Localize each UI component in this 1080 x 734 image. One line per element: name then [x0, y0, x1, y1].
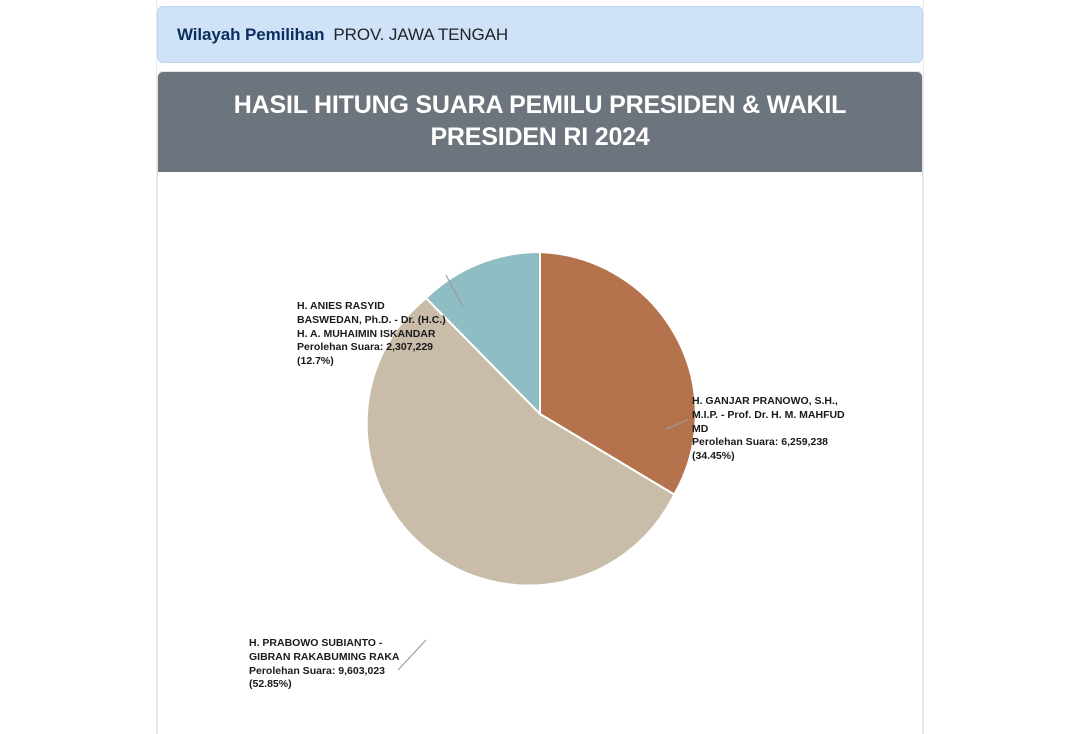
container-right-rule [923, 0, 924, 734]
pie-slice-anies[interactable] [424, 250, 541, 417]
region-banner-value: PROV. JAWA TENGAH [333, 24, 509, 44]
pie-chart-svg [365, 250, 697, 671]
pie-label-anies: H. ANIES RASYID BASWEDAN, Ph.D. - Dr. (H… [297, 300, 446, 368]
results-card: HASIL HITUNG SUARA PEMILU PRESIDEN & WAK… [157, 71, 923, 734]
page-title: HASIL HITUNG SUARA PEMILU PRESIDEN & WAK… [233, 91, 847, 151]
results-card-header: HASIL HITUNG SUARA PEMILU PRESIDEN & WAK… [158, 72, 922, 172]
region-banner-label: Wilayah Pemilihan [177, 24, 325, 44]
pie-label-ganjar: H. GANJAR PRANOWO, S.H., M.I.P. - Prof. … [692, 395, 845, 463]
leader-line-ganjar [665, 419, 689, 430]
leader-line-prabowo [397, 639, 427, 671]
pie-slice-ganjar[interactable] [539, 250, 697, 496]
pie-chart-area: H. ANIES RASYID BASWEDAN, Ph.D. - Dr. (H… [158, 172, 922, 690]
pie-slice-prabowo[interactable] [365, 296, 676, 587]
pie-label-prabowo: H. PRABOWO SUBIANTO - GIBRAN RAKABUMING … [249, 637, 400, 691]
region-banner: Wilayah Pemilihan PROV. JAWA TENGAH [157, 6, 923, 63]
container-left-rule [156, 0, 157, 734]
leader-line-anies [445, 274, 464, 308]
